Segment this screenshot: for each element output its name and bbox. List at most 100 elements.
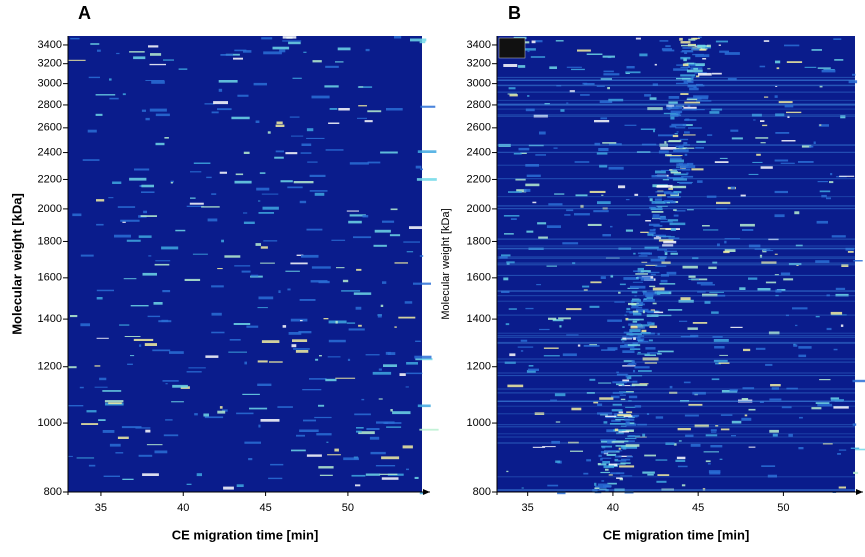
signal-streak bbox=[774, 190, 788, 194]
signal-streak bbox=[682, 109, 697, 111]
y-tick-label: 800 bbox=[44, 486, 62, 498]
signal-streak bbox=[68, 366, 77, 369]
signal-streak bbox=[81, 423, 99, 425]
signal-streak bbox=[117, 436, 129, 439]
signal-streak bbox=[234, 49, 247, 52]
signal-streak bbox=[196, 473, 202, 477]
signal-streak bbox=[497, 436, 855, 438]
heatmap-background bbox=[68, 36, 422, 492]
signal-streak bbox=[599, 397, 614, 400]
signal-streak bbox=[780, 162, 795, 164]
signal-streak bbox=[328, 122, 340, 124]
signal-streak bbox=[211, 312, 222, 316]
signal-streak bbox=[653, 311, 664, 314]
signal-streak bbox=[623, 331, 633, 334]
signal-streak bbox=[761, 465, 776, 467]
signal-streak bbox=[497, 401, 855, 402]
signal-streak bbox=[819, 124, 822, 126]
signal-streak bbox=[757, 288, 771, 291]
signal-streak bbox=[645, 347, 656, 350]
signal-streak bbox=[143, 210, 147, 214]
signal-streak bbox=[625, 438, 637, 440]
signal-streak bbox=[299, 429, 319, 432]
signal-streak bbox=[614, 416, 626, 418]
signal-streak bbox=[628, 363, 637, 365]
signal-streak bbox=[716, 201, 731, 205]
signal-streak bbox=[610, 274, 614, 278]
signal-streak bbox=[793, 344, 798, 347]
signal-streak bbox=[394, 36, 402, 39]
signal-streak bbox=[621, 445, 638, 449]
signal-streak bbox=[228, 351, 247, 353]
signal-streak bbox=[242, 393, 260, 395]
signal-streak bbox=[602, 234, 611, 237]
signal-streak bbox=[684, 101, 701, 104]
signal-streak bbox=[780, 272, 791, 276]
signal-streak bbox=[637, 351, 641, 354]
signal-streak bbox=[505, 323, 510, 326]
signal-streak bbox=[714, 346, 725, 349]
signal-streak bbox=[598, 382, 612, 384]
signal-streak bbox=[607, 482, 617, 485]
signal-streak bbox=[677, 428, 691, 431]
signal-streak bbox=[528, 144, 544, 147]
signal-streak bbox=[647, 473, 654, 476]
signal-streak bbox=[497, 116, 855, 117]
signal-streak bbox=[497, 426, 855, 428]
signal-streak bbox=[497, 332, 855, 334]
signal-streak bbox=[499, 256, 508, 259]
signal-streak bbox=[609, 143, 622, 146]
signal-streak bbox=[627, 435, 641, 438]
signal-streak bbox=[612, 440, 629, 443]
signal-streak bbox=[221, 239, 224, 243]
signal-streak bbox=[258, 296, 274, 300]
signal-streak bbox=[68, 59, 86, 61]
signal-streak bbox=[497, 114, 855, 116]
signal-streak bbox=[367, 110, 382, 113]
signal-streak bbox=[306, 228, 323, 231]
signal-streak bbox=[594, 142, 601, 146]
signal-streak bbox=[508, 87, 516, 90]
signal-streak bbox=[610, 472, 625, 475]
signal-streak bbox=[706, 44, 711, 47]
signal-streak bbox=[710, 429, 717, 432]
signal-streak bbox=[705, 434, 718, 437]
signal-streak bbox=[272, 46, 290, 50]
signal-streak bbox=[697, 97, 709, 100]
signal-streak bbox=[331, 239, 346, 241]
signal-streak bbox=[625, 71, 641, 74]
signal-streak bbox=[542, 446, 556, 448]
signal-streak bbox=[670, 185, 687, 189]
signal-streak bbox=[498, 143, 511, 147]
signal-streak bbox=[690, 443, 701, 447]
signal-streak bbox=[303, 419, 316, 422]
signal-streak bbox=[680, 74, 696, 77]
signal-streak bbox=[626, 333, 642, 336]
signal-streak bbox=[626, 66, 635, 69]
y-tick-label: 3400 bbox=[467, 39, 491, 51]
signal-streak bbox=[649, 229, 656, 232]
signal-streak bbox=[504, 233, 514, 235]
signal-streak bbox=[575, 194, 588, 197]
signal-streak bbox=[409, 226, 426, 229]
signal-streak bbox=[130, 355, 135, 357]
signal-streak bbox=[682, 124, 693, 126]
signal-streak bbox=[753, 119, 756, 121]
signal-streak bbox=[497, 196, 855, 198]
signal-streak bbox=[129, 51, 145, 53]
signal-streak bbox=[602, 461, 610, 464]
signal-streak bbox=[558, 317, 571, 320]
signal-streak bbox=[306, 137, 325, 139]
signal-streak bbox=[715, 425, 719, 427]
signal-streak bbox=[659, 283, 676, 285]
signal-streak bbox=[676, 166, 680, 168]
signal-streak bbox=[855, 448, 865, 451]
signal-streak bbox=[680, 41, 691, 44]
signal-streak bbox=[627, 214, 641, 216]
signal-streak bbox=[620, 345, 635, 348]
signal-streak bbox=[772, 433, 778, 437]
signal-streak bbox=[655, 416, 664, 419]
signal-streak bbox=[323, 318, 329, 320]
signal-streak bbox=[580, 94, 590, 96]
signal-streak bbox=[769, 398, 782, 401]
